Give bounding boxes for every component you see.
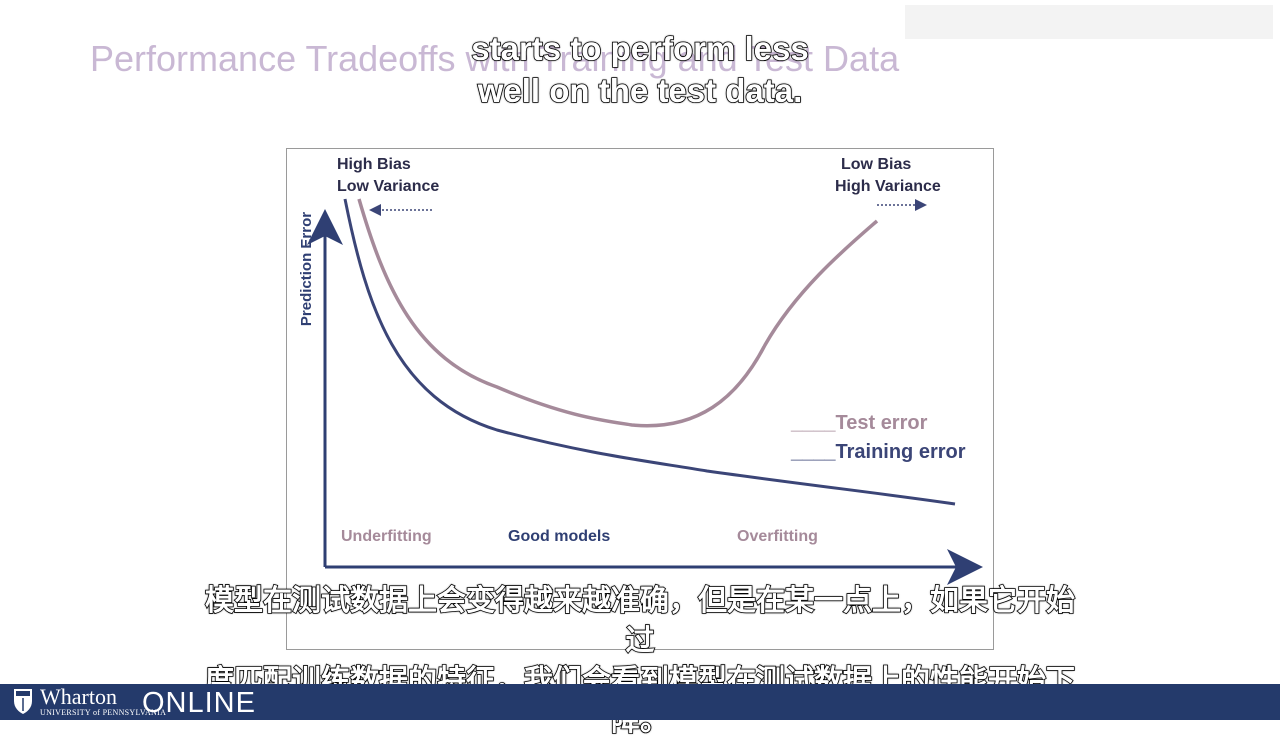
low-variance-label: Low Variance bbox=[337, 178, 439, 195]
bias-variance-diagram: Prediction Error High Bias Low Variance … bbox=[286, 148, 994, 650]
shield-icon bbox=[14, 689, 32, 714]
chinese-subtitle-line: 模型在测试数据上会变得越来越准确，但是在某一点上，如果它开始过 bbox=[204, 582, 1076, 658]
overfitting-label: Overfitting bbox=[737, 528, 818, 545]
english-subtitle-line: well on the test data. bbox=[477, 71, 803, 110]
low-bias-label: Low Bias bbox=[841, 156, 911, 173]
underfitting-label: Underfitting bbox=[341, 528, 432, 545]
english-subtitle: starts to perform less well on the test … bbox=[330, 28, 950, 112]
good-models-label: Good models bbox=[508, 528, 610, 545]
high-bias-label: High Bias bbox=[337, 156, 411, 173]
test-error-curve bbox=[357, 198, 879, 428]
caption-backdrop bbox=[905, 5, 1273, 39]
logo-wordmark: Wharton bbox=[40, 684, 117, 709]
training-error-curve bbox=[343, 198, 956, 506]
legend-training-error: ____Training error bbox=[790, 441, 966, 463]
english-subtitle-line: starts to perform less bbox=[470, 29, 809, 68]
logo-online: ONLINE bbox=[142, 687, 256, 719]
slide-title: Performance Tradeoffs with Training and … bbox=[90, 38, 900, 79]
y-axis-label: Prediction Error bbox=[298, 212, 315, 326]
high-variance-label: High Variance bbox=[835, 178, 941, 195]
legend-test-error: ____Test error bbox=[790, 412, 928, 434]
diagram-canvas: Prediction Error High Bias Low Variance … bbox=[298, 156, 983, 585]
logo-subtitle: UNIVERSITY of PENNSYLVANIA bbox=[40, 708, 167, 717]
footer-bar: Wharton UNIVERSITY of PENNSYLVANIA ONLIN… bbox=[0, 684, 1280, 720]
